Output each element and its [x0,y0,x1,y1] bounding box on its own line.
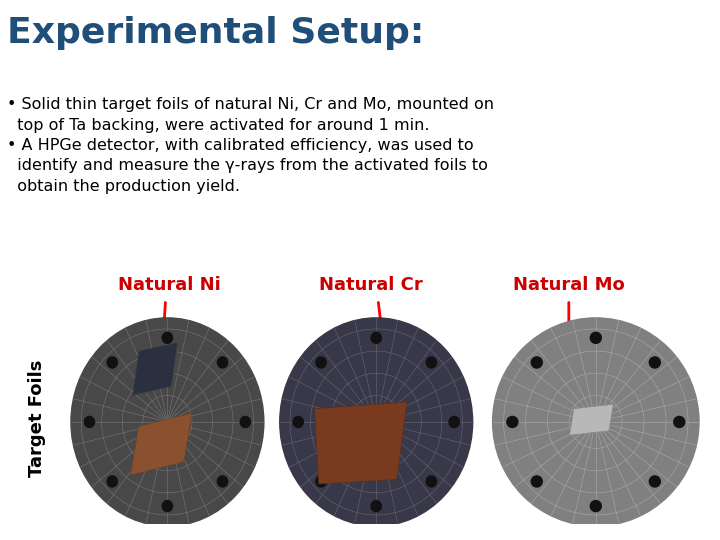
Text: • Solid thin target foils of natural Ni, Cr and Mo, mounted on
  top of Ta backi: • Solid thin target foils of natural Ni,… [7,97,494,194]
Circle shape [531,476,542,487]
Circle shape [217,357,228,368]
Circle shape [71,318,264,526]
Circle shape [280,318,472,526]
Text: Natural Ni: Natural Ni [118,276,220,294]
Circle shape [492,318,699,526]
Polygon shape [315,402,407,484]
Polygon shape [130,413,192,475]
Circle shape [426,476,436,487]
Circle shape [107,357,117,368]
Text: Natural Mo: Natural Mo [513,276,625,294]
Circle shape [531,357,542,368]
Circle shape [507,416,518,428]
Polygon shape [570,404,613,435]
Circle shape [649,476,660,487]
Circle shape [240,416,251,428]
Polygon shape [132,342,178,395]
Circle shape [371,501,382,511]
Circle shape [590,501,601,511]
Circle shape [649,357,660,368]
Circle shape [162,501,173,511]
Text: Natural Cr: Natural Cr [319,276,423,294]
Circle shape [84,416,94,428]
Circle shape [217,476,228,487]
Text: Experimental Setup:: Experimental Setup: [7,16,425,50]
Text: Target Foils: Target Foils [28,360,46,477]
Circle shape [426,357,436,368]
Circle shape [162,332,173,343]
Circle shape [674,416,685,428]
Circle shape [316,357,326,368]
Circle shape [316,476,326,487]
Circle shape [449,416,459,428]
Circle shape [293,416,303,428]
Circle shape [371,332,382,343]
Circle shape [590,332,601,343]
Circle shape [107,476,117,487]
